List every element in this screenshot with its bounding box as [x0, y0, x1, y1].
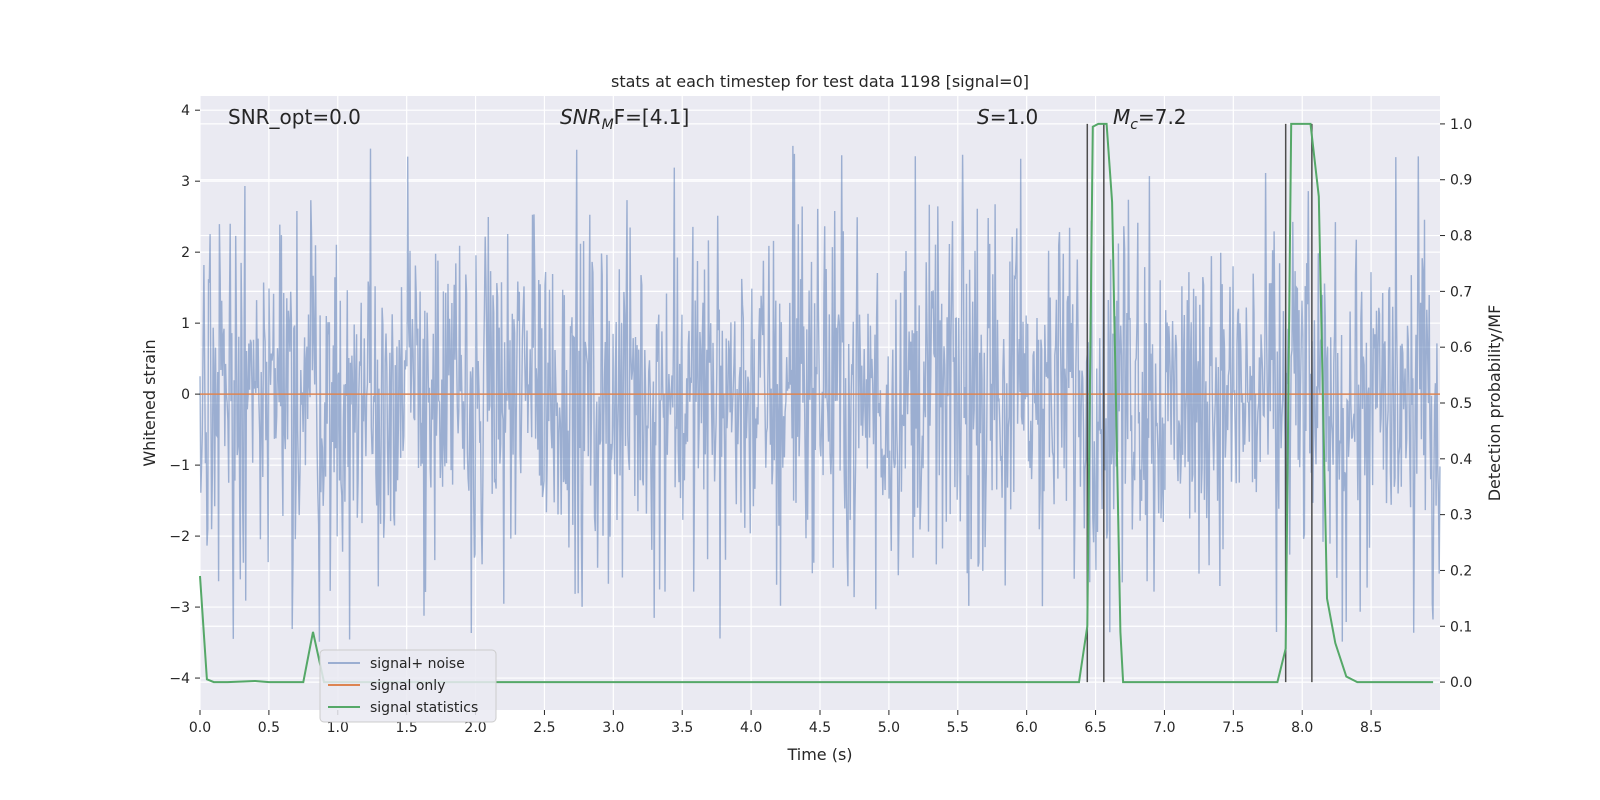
x-tick-label-14: 7.0	[1153, 720, 1175, 736]
annotation-mc-tail: =7.2	[1138, 105, 1187, 129]
y2-tick-label-5: 0.5	[1450, 396, 1472, 412]
y-tick-label-7: −3	[169, 600, 190, 616]
legend-label-signal-only: signal only	[370, 678, 445, 694]
series-signal-statistics	[199, 122, 1434, 684]
annotation-snr-mf-sub: M	[602, 117, 614, 133]
chart-title: stats at each timestep for test data 119…	[611, 72, 1029, 91]
y-tick-label-4: 0	[181, 387, 190, 403]
x-tick-label-1: 0.5	[258, 720, 280, 736]
y-tick-label-0: 4	[181, 103, 190, 119]
y2-tick-label-9: 0.1	[1450, 619, 1472, 635]
x-axis-label: Time (s)	[786, 745, 852, 764]
annotation-s-tail: =1.0	[990, 105, 1039, 129]
x-tick-label-0: 0.0	[189, 720, 211, 736]
y-tick-label-8: −4	[169, 671, 190, 687]
y-tick-label-5: −1	[169, 458, 190, 474]
annotation-mc-base: M	[1113, 105, 1130, 129]
y2-tick-label-6: 0.4	[1450, 452, 1472, 468]
y2-tick-label-2: 0.8	[1450, 229, 1472, 245]
x-tick-label-16: 8.0	[1291, 720, 1313, 736]
y-tick-label-1: 3	[181, 174, 190, 190]
legend-label-signal-noise: signal+ noise	[370, 656, 465, 672]
x-tick-label-13: 6.5	[1084, 720, 1106, 736]
x-tick-label-8: 4.0	[740, 720, 762, 736]
series-signal-noise	[199, 145, 1441, 642]
x-axis: 0.0 0.5 1.0 1.5 2.0 2.5 3.0 3.5 4.0 4.5 5.0 5.5 6.0 6…	[189, 710, 1382, 736]
y-tick-label-6: −2	[169, 529, 190, 545]
y2-tick-label-7: 0.3	[1450, 508, 1472, 524]
x-tick-label-12: 6.0	[1016, 720, 1038, 736]
y-tick-label-3: 1	[181, 316, 190, 332]
x-tick-label-7: 3.5	[671, 720, 693, 736]
x-tick-label-6: 3.0	[602, 720, 624, 736]
x-tick-label-15: 7.5	[1222, 720, 1244, 736]
x-tick-label-5: 2.5	[533, 720, 555, 736]
y2-tick-label-0: 1.0	[1450, 117, 1472, 133]
signal-statistics-line	[199, 122, 1434, 684]
x-tick-label-4: 2.0	[464, 720, 486, 736]
y2-tick-label-3: 0.7	[1450, 284, 1472, 300]
x-tick-label-17: 8.5	[1360, 720, 1382, 736]
annotation-snr-mf: SNRMF=[4.1]	[560, 105, 689, 133]
legend-label-signal-statistics: signal statistics	[370, 700, 478, 716]
annotation-s: S=1.0	[977, 105, 1038, 129]
annotations: SNR_opt=0.0 SNRMF=[4.1] S=1.0 Mc=7.2	[228, 105, 1187, 133]
legend: signal+ noise signal only signal statist…	[319, 649, 497, 723]
legend-box	[319, 649, 497, 723]
y2-tick-label-1: 0.9	[1450, 173, 1472, 189]
y-axis-label: Whitened strain	[140, 339, 159, 466]
x-tick-label-10: 5.0	[878, 720, 900, 736]
x-tick-label-9: 4.5	[809, 720, 831, 736]
y2-tick-label-4: 0.6	[1450, 340, 1472, 356]
annotation-s-base: S	[977, 105, 990, 129]
x-tick-label-2: 1.0	[327, 720, 349, 736]
y2-axis-label: Detection probability/MF	[1485, 305, 1504, 502]
x-tick-label-11: 5.5	[947, 720, 969, 736]
annotation-snr-opt: SNR_opt=0.0	[228, 105, 361, 129]
y-axis-left: 4 3 2 1 0 −1 −2 −3 −4	[169, 103, 200, 687]
y-tick-label-2: 2	[181, 245, 190, 261]
annotation-mc: Mc=7.2	[1113, 105, 1187, 133]
y2-tick-label-8: 0.2	[1450, 563, 1472, 579]
annotation-snr-mf-base: SNR	[560, 105, 602, 129]
annotation-mc-sub: c	[1130, 117, 1138, 133]
annotation-snr-mf-tail: F=[4.1]	[614, 105, 690, 129]
y-axis-right: 1.0 0.9 0.8 0.7 0.6 0.5 0.4 0.3 0.2 0.1 0.0	[1440, 117, 1472, 691]
noise-trace	[199, 145, 1441, 642]
y2-tick-label-10: 0.0	[1450, 675, 1472, 691]
x-tick-label-3: 1.5	[396, 720, 418, 736]
